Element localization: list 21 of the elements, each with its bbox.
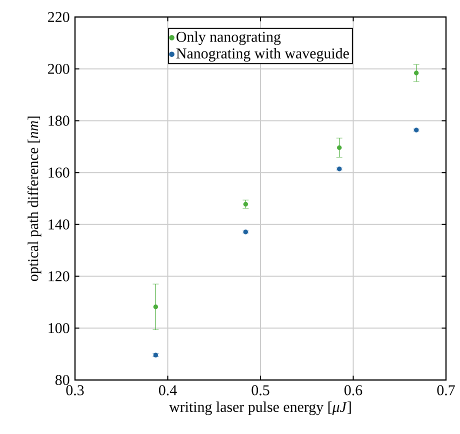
x-tick-label: 0.6 (344, 385, 362, 396)
legend-label: Nanograting with waveguide (176, 48, 349, 62)
y-tick-label: 220 (48, 12, 70, 22)
y-axis-title: optical path difference [nm] (28, 116, 42, 281)
legend-label: Only nanograting (176, 31, 281, 45)
x-tick-label: 0.7 (437, 385, 455, 396)
x-axis-title: writing laser pulse energy [μJ] (169, 402, 351, 416)
point (414, 70, 419, 76)
y-tick-label: 80 (55, 374, 70, 386)
point (336, 145, 342, 150)
y-tick-label: 100 (48, 323, 70, 334)
y-tick-label: 200 (48, 64, 70, 74)
x-tick-label: 0.4 (158, 385, 177, 396)
y-tick-label: 120 (48, 271, 70, 282)
x-tick-label: 0.3 (66, 385, 84, 396)
x-tick-label: 0.5 (252, 385, 270, 396)
point (243, 202, 248, 207)
y-tick-label: 160 (48, 168, 70, 178)
y-tick-label: 140 (48, 219, 70, 230)
point (153, 304, 158, 310)
y-tick-label: 180 (48, 116, 70, 126)
